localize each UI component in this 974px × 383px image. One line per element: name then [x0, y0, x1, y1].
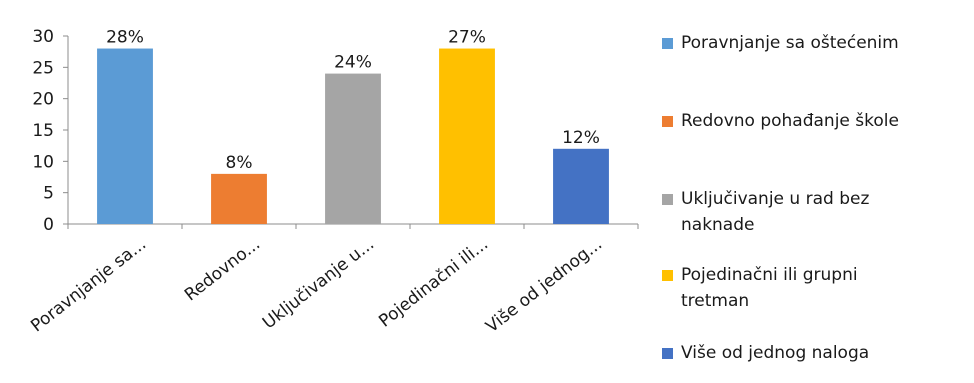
- legend-swatch-5: [662, 348, 673, 359]
- data-label: 8%: [226, 153, 253, 173]
- legend-label: Uključivanje u rad bez naknade: [681, 189, 870, 235]
- y-tick-label: 25: [32, 58, 54, 78]
- legend-label: Poravnjanje sa oštećenim: [681, 33, 899, 53]
- legend-item: Pojedinačni ili grupni tretman: [662, 262, 911, 314]
- legend-swatch-2: [662, 116, 673, 127]
- bar: [211, 173, 267, 224]
- x-tick-label: Pojedinačni ili...: [375, 234, 492, 331]
- y-tick-label: 0: [43, 215, 54, 235]
- y-axis-ticks: 0 5 10 15 20 25 30: [32, 27, 68, 235]
- data-label: 12%: [562, 128, 600, 148]
- legend-item: Poravnjanje sa oštećenim: [662, 30, 961, 56]
- x-tick-label: Poravnjanje sa...: [27, 234, 150, 336]
- legend-item: Više od jednog naloga: [662, 340, 961, 366]
- bars: [97, 48, 609, 225]
- x-axis-labels: Poravnjanje sa... Redovno...Uključivanje …: [27, 234, 606, 337]
- legend-swatch-3: [662, 194, 673, 205]
- bar: [325, 73, 381, 224]
- x-tick-label: Uključivanje u...: [259, 234, 378, 333]
- bar: [97, 48, 153, 225]
- legend-item: Uključivanje u rad bez naknade: [662, 186, 911, 238]
- y-tick-label: 20: [32, 90, 54, 110]
- legend-label: Pojedinačni ili grupni tretman: [681, 265, 858, 311]
- y-tick-label: 10: [32, 152, 54, 172]
- x-tick-label: Redovno...: [181, 234, 264, 305]
- legend: Poravnjanje sa oštećenim Redovno pohađan…: [662, 0, 972, 383]
- legend-label: Više od jednog naloga: [681, 343, 870, 363]
- data-labels: 28% 8% 24% 27% 12%: [106, 28, 600, 173]
- x-tick-label: Više od jednog...: [482, 234, 606, 337]
- data-label: 27%: [448, 28, 486, 48]
- y-tick-label: 5: [43, 184, 54, 204]
- data-label: 28%: [106, 28, 144, 48]
- bar: [553, 148, 609, 224]
- legend-label: Redovno pohađanje škole: [681, 111, 899, 131]
- legend-swatch-1: [662, 38, 673, 49]
- legend-item: Redovno pohađanje škole: [662, 108, 961, 134]
- legend-swatch-4: [662, 270, 673, 281]
- y-tick-label: 30: [32, 27, 54, 47]
- y-tick-label: 15: [32, 121, 54, 141]
- bar: [439, 48, 495, 225]
- data-label: 24%: [334, 53, 372, 73]
